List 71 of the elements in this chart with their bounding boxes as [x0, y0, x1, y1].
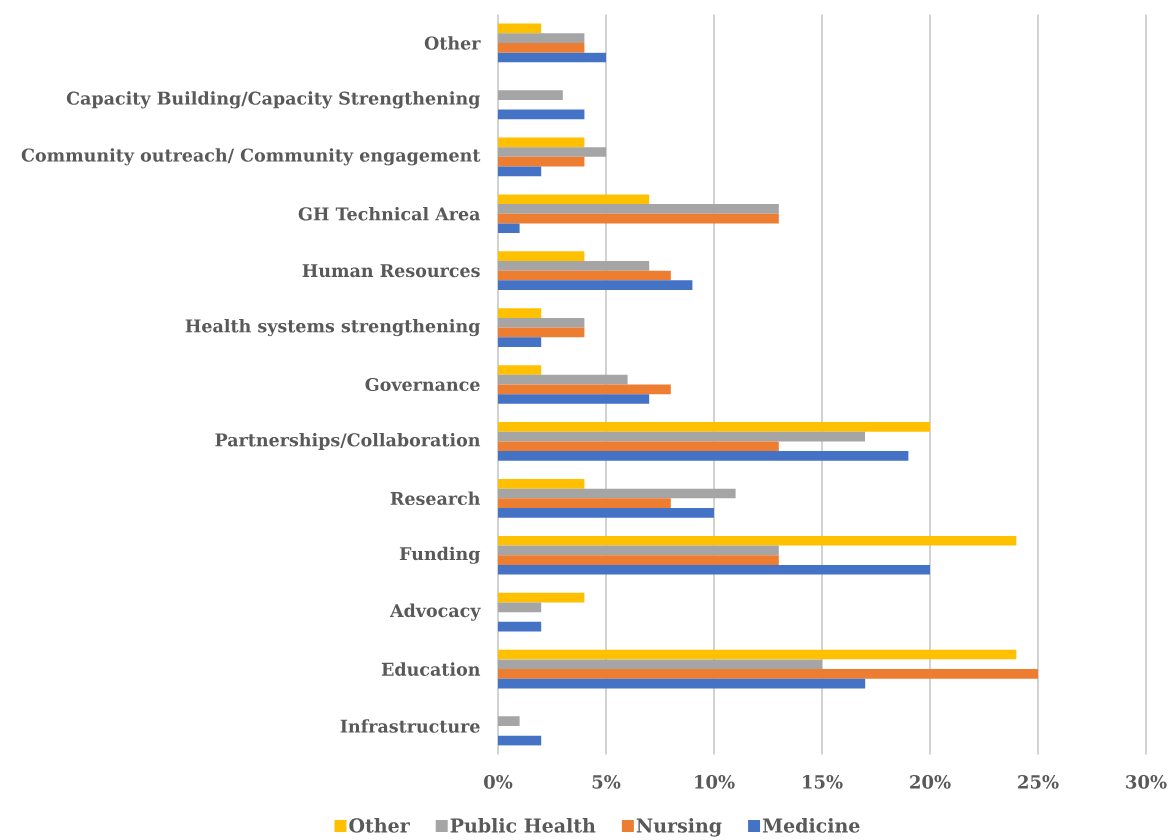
- y-tick-label: Human Resources: [302, 264, 480, 278]
- bar: [498, 374, 628, 385]
- bar: [498, 156, 585, 167]
- bar: [498, 649, 1017, 660]
- bar: [498, 308, 542, 318]
- bar: [498, 270, 671, 281]
- bar: [498, 602, 542, 613]
- bar: [498, 678, 866, 689]
- y-tick-label: Governance: [365, 377, 480, 392]
- bar: [498, 592, 585, 603]
- bar: [498, 166, 542, 177]
- bar: [498, 90, 563, 100]
- bar: [498, 498, 671, 509]
- bar: [498, 488, 736, 499]
- bar: [498, 213, 779, 224]
- bar: [498, 441, 779, 452]
- x-tick-label: 25%: [1018, 775, 1059, 789]
- bar: [498, 535, 1017, 546]
- y-tick-label: Education: [381, 662, 481, 676]
- bar: [498, 52, 606, 63]
- bar: [498, 137, 585, 148]
- x-tick-label: 5%: [592, 775, 621, 789]
- bar: [498, 260, 650, 271]
- y-tick-label: Funding: [399, 546, 481, 564]
- bar: [498, 621, 542, 632]
- x-tick-label: 30%: [1126, 775, 1167, 789]
- bar: [498, 508, 714, 518]
- bar: [498, 109, 585, 120]
- y-tick-label: Capacity Building/Capacity Strengthening: [66, 91, 481, 109]
- bar: [498, 147, 606, 157]
- bar: [498, 451, 909, 461]
- bar: [498, 33, 585, 43]
- y-tick-label: Health systems strengthening: [185, 318, 481, 337]
- y-tick-label: Advocacy: [389, 603, 481, 621]
- bar: [498, 384, 671, 395]
- bar: [498, 564, 930, 575]
- y-tick-label: Research: [390, 491, 481, 506]
- bar: [498, 204, 779, 214]
- bar: [498, 394, 650, 404]
- bar: [498, 23, 542, 34]
- bar: [498, 223, 520, 234]
- bar: [498, 735, 542, 746]
- bar: [498, 478, 585, 489]
- bar: [498, 659, 822, 670]
- bar: [498, 194, 650, 205]
- y-tick-label: Community outreach/ Community engagement: [21, 148, 481, 166]
- x-tick-label: 20%: [910, 775, 951, 789]
- bar: [498, 545, 779, 556]
- legend-label: Public Health: [450, 818, 596, 833]
- x-tick-label: 0%: [484, 775, 513, 789]
- y-tick-label: Other: [424, 36, 481, 50]
- x-tick-label: 10%: [695, 775, 735, 789]
- x-tick-label: 15%: [803, 775, 843, 789]
- bar: [498, 280, 693, 290]
- bar: [498, 317, 585, 328]
- bar: [498, 555, 779, 565]
- bar: [498, 716, 520, 727]
- bar: [498, 422, 930, 432]
- y-tick-label: Partnerships/Collaboration: [215, 432, 481, 450]
- legend-label: Other: [349, 818, 410, 833]
- bar: [498, 431, 866, 442]
- bar: [498, 251, 585, 261]
- bar: [498, 365, 542, 375]
- bar: [498, 337, 542, 347]
- bar: [498, 669, 1038, 679]
- y-tick-label: Infrastructure: [340, 719, 480, 733]
- legend-label: Nursing: [636, 818, 722, 837]
- legend-label: Medicine: [762, 818, 860, 833]
- bar: [498, 42, 585, 53]
- y-tick-label: GH Technical Area: [298, 206, 481, 221]
- bar: [498, 327, 585, 338]
